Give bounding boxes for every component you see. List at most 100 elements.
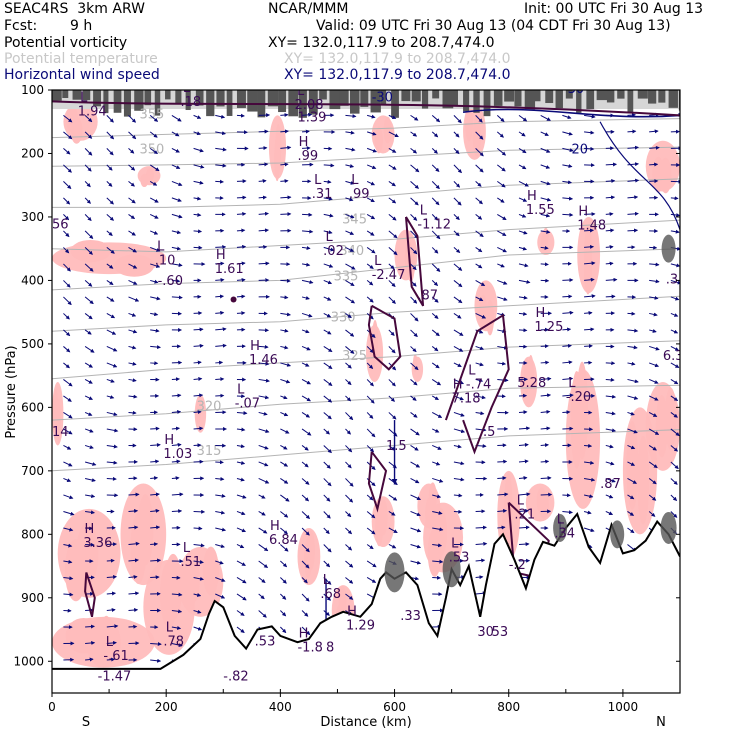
wind-vector (258, 577, 266, 584)
wind-vector (605, 511, 614, 515)
wind-vector (453, 214, 460, 221)
wind-vector (323, 428, 330, 435)
wind-vector (301, 494, 310, 502)
wind-vector (150, 476, 159, 481)
wind-vector (388, 478, 398, 486)
stratosphere-shading (534, 90, 541, 102)
pv-value-label: -.82 (223, 669, 248, 684)
stratosphere-shading (350, 90, 360, 114)
wind-vector (171, 131, 180, 137)
wind-vector (193, 327, 204, 332)
wind-vector (323, 346, 333, 352)
wind-vector (518, 508, 530, 513)
wind-vector (410, 329, 418, 338)
wind-vector (540, 180, 551, 186)
wind-vector (670, 296, 680, 301)
wind-vector (432, 477, 444, 483)
wind-vector (193, 147, 204, 153)
wind-vector (345, 560, 354, 568)
wind-vector (215, 163, 227, 168)
wind-vector (236, 477, 245, 482)
wind-vector (366, 147, 378, 153)
pv-fill-patch (664, 387, 677, 450)
wind-vector (128, 591, 140, 596)
pv-low-marker: L (183, 541, 191, 556)
wind-vector (128, 230, 136, 236)
wind-vector (236, 527, 247, 533)
wind-vector (605, 261, 614, 266)
wind-vector (193, 114, 202, 119)
wind-vector (497, 476, 507, 481)
pv-value-label: .99 (349, 187, 370, 202)
wind-vector (627, 444, 636, 450)
stratosphere-shading (586, 90, 595, 110)
pv-value-label: 6.3 (663, 349, 684, 364)
wind-vector (323, 445, 332, 454)
wind-vector (106, 476, 117, 481)
wind-vector (540, 213, 551, 218)
wind-vector (85, 542, 95, 547)
wind-vector (258, 511, 266, 516)
wind-vector (410, 214, 418, 221)
wind-vector (106, 115, 114, 123)
wind-vector (171, 246, 182, 251)
pv-value-label: .51 (180, 555, 201, 570)
wind-vector (63, 494, 74, 500)
stratosphere-shading (401, 90, 411, 102)
y-tick-label: 700 (21, 464, 44, 478)
wind-vector (648, 362, 660, 368)
wind-vector (106, 591, 117, 596)
pv-high-marker: H (250, 339, 260, 354)
wind-vector (323, 213, 334, 218)
wind-vector (63, 280, 71, 288)
wind-vector (106, 148, 114, 156)
wind-vector (583, 527, 595, 533)
pv-fill-patch (375, 510, 384, 547)
wind-vector (345, 461, 352, 469)
wind-vector (562, 164, 573, 168)
wind-vector (301, 511, 311, 520)
wind-vector (475, 296, 484, 302)
wind-vector (106, 378, 115, 383)
wind-vector (432, 543, 443, 548)
wind-speed-label: 20 (572, 142, 589, 157)
wind-vector (540, 114, 551, 121)
wind-vector (518, 114, 528, 122)
pv-value-label: -1.47 (98, 669, 132, 684)
wind-vector (106, 164, 113, 171)
wind-vector (584, 261, 596, 266)
wind-vector (453, 428, 466, 433)
wind-vector (345, 147, 356, 152)
wind-vector (128, 279, 138, 285)
wind-vector (280, 593, 287, 600)
pv-low-marker: L (374, 254, 382, 269)
pv-value-label: 56 (52, 217, 69, 232)
wind-vector (106, 608, 116, 612)
wind-vector (171, 147, 180, 153)
wind-vector (432, 428, 440, 433)
wind-vector (258, 444, 269, 450)
stratosphere-shading (339, 90, 349, 106)
pv-high-marker: H (299, 135, 309, 150)
wind-vector (670, 229, 680, 234)
wind-vector (301, 461, 309, 468)
wind-vector (562, 327, 572, 332)
stratosphere-shading (360, 90, 369, 107)
wind-vector (345, 213, 355, 219)
wind-vector (518, 213, 527, 218)
wind-vector (150, 558, 162, 563)
wind-vector (128, 525, 139, 530)
wind-vector (84, 115, 93, 123)
y-tick-label: 900 (21, 591, 44, 605)
wind-vector (193, 196, 202, 201)
wind-vector (128, 378, 137, 383)
wind-vector (345, 362, 352, 369)
wind-vector (85, 510, 95, 515)
wind-vector (215, 114, 226, 119)
pv-low-marker: L (351, 173, 359, 188)
wind-vector (475, 148, 484, 157)
wind-vector (280, 478, 289, 484)
wind-vector (258, 593, 265, 600)
wind-vector (258, 162, 269, 167)
wind-vector (605, 411, 616, 416)
